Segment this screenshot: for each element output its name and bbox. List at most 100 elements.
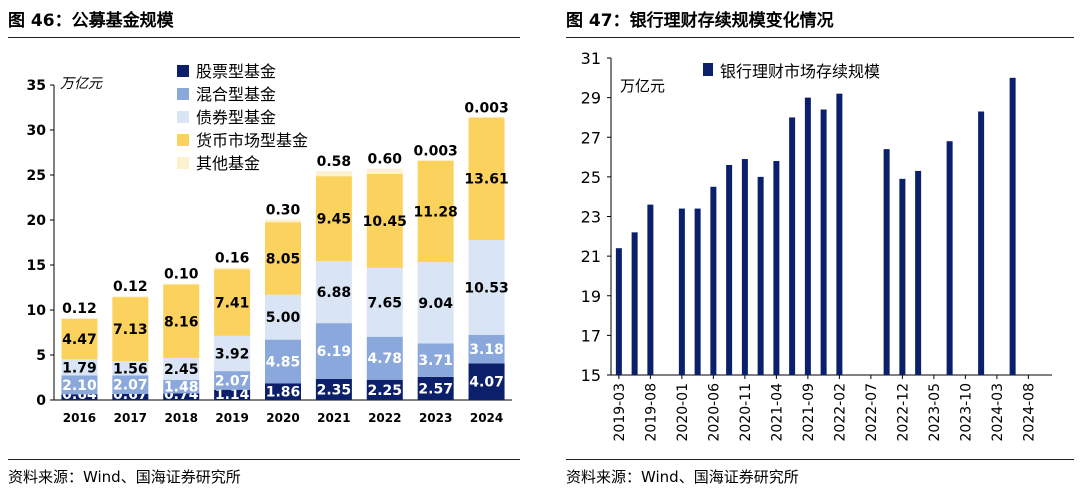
x-tick-label: 2016	[63, 411, 96, 425]
y-tick-label: 15	[27, 258, 46, 274]
right-top-rule	[566, 37, 1074, 38]
data-label: 2.57	[418, 381, 453, 397]
legend-swatch	[177, 88, 189, 100]
stacked-bar-segment	[265, 219, 301, 223]
legend-label: 股票型基金	[196, 62, 276, 81]
data-bar	[773, 161, 780, 375]
legend-label: 债券型基金	[196, 108, 276, 127]
data-label: 0.10	[164, 267, 199, 283]
data-bar	[741, 159, 748, 375]
data-label: 1.14	[215, 387, 250, 403]
x-tick-label: 2019-03	[612, 383, 628, 442]
stacked-bar-segment	[61, 359, 98, 376]
data-label: 6.88	[317, 285, 352, 301]
x-tick-label: 2019-08	[643, 383, 659, 442]
x-tick-label: 2024-08	[1021, 383, 1037, 442]
stacked-bar-segment	[112, 393, 149, 400]
data-bar	[804, 97, 811, 375]
legend-swatch	[703, 63, 713, 76]
data-label: 1.79	[62, 360, 97, 376]
stacked-bar-segment	[163, 283, 200, 285]
y-tick-label: 30	[27, 123, 47, 139]
legend-label: 银行理财市场存续规模	[720, 62, 880, 81]
data-label: 7.13	[113, 322, 148, 338]
data-bar	[915, 170, 922, 375]
y-tick-label: 23	[581, 208, 601, 227]
y-tick-label: 25	[581, 168, 601, 187]
stacked-bar-segment	[163, 393, 200, 400]
data-label: 2.10	[62, 378, 97, 394]
x-tick-label: 2020	[266, 411, 299, 425]
left-panel-title: 图 46：公募基金规模	[8, 11, 174, 31]
data-bar	[899, 178, 906, 375]
right-bottom-rule	[566, 459, 1074, 460]
stacked-bar-segment	[61, 317, 98, 319]
data-bar	[615, 248, 622, 375]
y-tick-label: 10	[27, 303, 47, 319]
data-label: 0.60	[368, 151, 403, 167]
x-tick-label: 2022-12	[895, 383, 911, 442]
stacked-bar-segment	[417, 160, 454, 263]
data-label: 6.19	[317, 344, 352, 360]
data-bar	[631, 232, 638, 375]
y-tick-label: 21	[581, 247, 601, 266]
data-label: 5.00	[266, 310, 301, 326]
y-tick-label: 31	[581, 49, 601, 68]
data-label: 1.86	[266, 385, 301, 401]
x-tick-label: 2020-01	[675, 383, 691, 442]
stacked-bar-segment	[112, 361, 149, 376]
data-label: 4.07	[469, 375, 504, 391]
stacked-bar-segment	[468, 334, 505, 364]
stacked-bar-segment	[61, 375, 98, 395]
stacked-bar-segment	[315, 170, 352, 177]
stacked-bar-segment	[214, 267, 251, 270]
stacked-bar-segment	[366, 173, 403, 268]
data-label: 0.30	[266, 202, 301, 218]
stacked-bar-segment	[163, 357, 200, 381]
x-tick-label: 2020-06	[706, 383, 722, 442]
stacked-bar-segment	[214, 371, 251, 390]
y-tick-label: 5	[36, 348, 46, 364]
data-label: 0.16	[215, 251, 250, 267]
x-tick-label: 2021-04	[769, 383, 785, 442]
data-bar	[820, 109, 827, 375]
data-bar	[710, 186, 717, 375]
stacked-bar-segment	[366, 168, 403, 174]
stacked-bar-segment	[163, 380, 200, 394]
data-label: 2.25	[368, 383, 403, 399]
stacked-bar-segment	[315, 323, 352, 379]
data-label: 11.28	[414, 204, 458, 220]
stacked-bar-segment	[265, 339, 301, 384]
stacked-bar-segment	[468, 239, 505, 335]
legend-label: 货币市场型基金	[196, 131, 308, 150]
data-label: 2.35	[317, 382, 352, 398]
stacked-bar-segment	[112, 296, 149, 298]
y-tick-label: 29	[581, 89, 601, 108]
left-bottom-rule	[8, 459, 520, 460]
y-tick-label: 35	[27, 78, 46, 94]
stacked-bar-segment	[366, 379, 403, 400]
stacked-bar-segment	[163, 284, 200, 358]
y-tick-label: 27	[581, 128, 601, 147]
legend-label: 混合型基金	[196, 85, 276, 104]
stacked-bar-segment	[468, 363, 505, 400]
data-bar	[647, 204, 654, 375]
stacked-bar-segment	[417, 262, 454, 344]
data-bar	[757, 176, 764, 375]
data-label: 4.47	[62, 332, 97, 348]
data-label: 0.003	[414, 144, 458, 160]
y-tick-label: 15	[581, 366, 601, 385]
y-tick-label: 0	[36, 393, 46, 409]
stacked-bar-segment	[315, 176, 352, 262]
legend-swatch	[177, 111, 189, 123]
stacked-bar-segment	[61, 394, 98, 400]
legend-label: 其他基金	[196, 154, 260, 173]
x-tick-label: 2023	[419, 411, 452, 425]
y-tick-label: 17	[581, 326, 601, 345]
data-label: 9.45	[317, 212, 352, 228]
data-label: 4.85	[266, 354, 301, 370]
data-label: 7.41	[215, 295, 250, 311]
x-tick-label: 2020-11	[738, 383, 754, 442]
stacked-bar-segment	[417, 376, 454, 400]
